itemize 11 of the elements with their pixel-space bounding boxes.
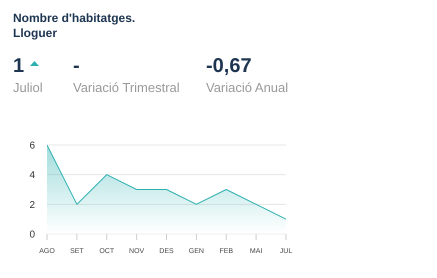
y-tick-label: 6 (29, 140, 36, 152)
text: Variació Trimestral (73, 80, 180, 95)
chart-title: Nombre d'habitatges. Lloguer (13, 11, 136, 41)
text: Juliol (13, 80, 43, 95)
text: 1 (13, 54, 24, 78)
y-tick-label: 0 (29, 230, 36, 241)
text: Variació Anual (206, 80, 288, 95)
y-tick-label: 4 (29, 170, 36, 182)
y-tick-label: 2 (29, 200, 36, 211)
text: -0,67 (206, 54, 252, 78)
text: - (73, 54, 80, 78)
